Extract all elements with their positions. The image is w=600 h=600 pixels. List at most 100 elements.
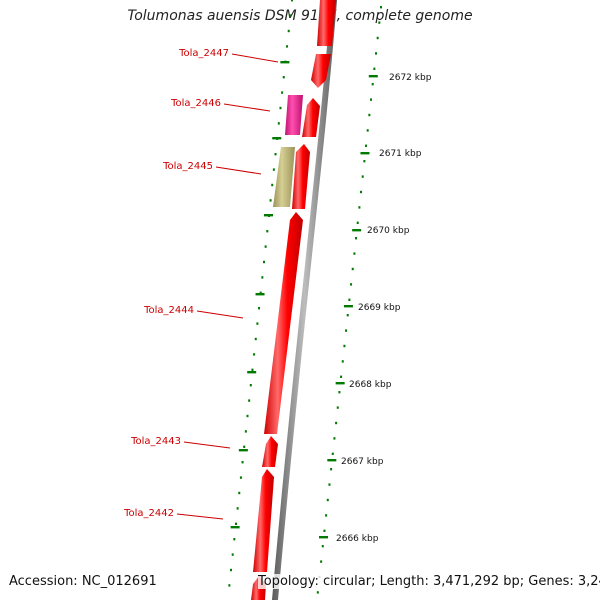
- gene-arrow-tola-2443: [262, 436, 278, 467]
- gene-arrow-right-of-2445: [292, 144, 310, 209]
- inner-major-tick: [272, 137, 282, 140]
- inner-minor-tick: [286, 45, 289, 48]
- inner-minor-tick: [239, 476, 242, 479]
- outer-minor-tick: [323, 529, 326, 532]
- gene-label: Tola_2443: [130, 436, 181, 447]
- inner-minor-tick: [259, 291, 262, 294]
- outer-minor-tick: [356, 221, 359, 224]
- inner-minor-tick: [231, 553, 234, 556]
- outer-minor-tick: [348, 298, 351, 301]
- inner-major-tick: [230, 526, 240, 529]
- inner-major-tick: [247, 371, 257, 374]
- gene-arrow-tola-2442: [253, 469, 274, 572]
- outer-major-tick: [319, 536, 329, 539]
- inner-minor-tick: [262, 260, 265, 264]
- inner-minor-tick: [233, 538, 236, 541]
- gene-leader-line: [196, 310, 244, 319]
- gene-arrow-tola-2447: [311, 54, 331, 88]
- outer-minor-tick: [355, 237, 358, 240]
- gene-leader-line: [223, 103, 271, 112]
- gene-label: Tola_2447: [178, 48, 229, 59]
- inner-minor-tick: [266, 230, 269, 233]
- inner-major-tick: [255, 293, 265, 296]
- outer-minor-tick: [346, 314, 349, 317]
- outer-minor-tick: [335, 421, 338, 425]
- outer-minor-tick: [350, 283, 353, 286]
- outer-minor-tick: [363, 160, 366, 163]
- gene-arrow-tola-2444: [264, 212, 303, 434]
- outer-major-tick: [352, 229, 362, 232]
- kbp-tick-label: 2668 kbp: [349, 380, 392, 390]
- outer-minor-tick: [345, 329, 348, 332]
- inner-minor-tick: [277, 122, 280, 125]
- inner-major-tick: [263, 214, 273, 217]
- outer-minor-tick: [361, 175, 364, 178]
- gene-leader-line: [176, 513, 224, 520]
- outer-minor-tick: [321, 545, 324, 548]
- outer-major-tick: [343, 305, 353, 308]
- outer-minor-tick: [316, 591, 319, 594]
- outer-minor-tick: [368, 113, 371, 117]
- gene-leader-line: [231, 53, 279, 63]
- outer-minor-tick: [358, 206, 361, 209]
- inner-minor-tick: [234, 522, 237, 525]
- outer-minor-tick: [338, 391, 341, 394]
- outer-major-tick: [327, 459, 337, 462]
- inner-minor-tick: [281, 91, 284, 94]
- gene-arrow-top-partial: [317, 0, 336, 46]
- outer-minor-tick: [340, 375, 343, 378]
- outer-minor-tick: [360, 190, 363, 194]
- outer-minor-tick: [353, 252, 356, 255]
- outer-minor-tick: [333, 437, 336, 440]
- outer-minor-tick: [365, 144, 368, 147]
- outer-minor-tick: [376, 36, 379, 40]
- kbp-tick-label: 2671 kbp: [379, 149, 422, 159]
- inner-minor-tick: [274, 153, 277, 156]
- accession-text: Accession: NC_012691: [9, 574, 157, 589]
- gene-leader-line: [215, 166, 262, 175]
- map-title: Tolumonas auensis DSM 9187, complete gen…: [127, 8, 473, 24]
- gene-track: [251, 0, 336, 600]
- inner-minor-tick: [249, 384, 252, 387]
- kbp-tick-label: 2670 kbp: [367, 226, 410, 236]
- inner-minor-tick: [254, 337, 257, 341]
- gene-arrow-tola-2445: [273, 147, 295, 207]
- outer-minor-tick: [320, 560, 323, 563]
- outer-major-tick: [368, 75, 378, 78]
- gene-label: Tola_2442: [123, 508, 174, 519]
- outer-minor-tick: [373, 67, 376, 70]
- inner-minor-tick: [272, 168, 275, 171]
- gene-label: Tola_2444: [143, 305, 194, 316]
- outer-minor-tick: [341, 360, 344, 363]
- inner-minor-tick: [236, 507, 239, 510]
- outer-minor-tick: [370, 98, 373, 101]
- inner-major-tick: [238, 449, 248, 452]
- inner-minor-tick: [238, 491, 241, 495]
- outer-minor-tick: [343, 344, 346, 348]
- outer-minor-tick: [378, 21, 381, 24]
- kbp-tick-label: 2667 kbp: [341, 457, 384, 467]
- outer-minor-tick: [326, 498, 329, 502]
- outer-minor-tick: [375, 52, 378, 55]
- inner-minor-tick: [291, 0, 293, 2]
- kbp-labels: 2672 kbp 2671 kbp 2670 kbp 2669 kbp 2668 kbp…: [336, 73, 432, 544]
- inner-tick-track: [228, 0, 293, 587]
- inner-minor-tick: [251, 368, 254, 371]
- inner-minor-tick: [243, 445, 246, 448]
- inner-minor-tick: [241, 461, 244, 464]
- inner-minor-tick: [287, 29, 290, 33]
- inner-minor-tick: [282, 76, 285, 79]
- gene-label: Tola_2445: [162, 161, 213, 172]
- outer-major-tick: [360, 152, 370, 155]
- kbp-tick-label: 2672 kbp: [389, 73, 432, 83]
- outer-minor-tick: [325, 514, 328, 517]
- outer-minor-tick: [380, 6, 382, 9]
- outer-minor-tick: [328, 483, 331, 486]
- inner-minor-tick: [256, 322, 259, 325]
- gene-label: Tola_2446: [170, 98, 221, 109]
- inner-minor-tick: [271, 183, 274, 187]
- inner-minor-tick: [279, 106, 282, 110]
- gene-leader-line: [183, 441, 231, 449]
- inner-minor-tick: [253, 353, 256, 356]
- outer-minor-tick: [330, 468, 333, 471]
